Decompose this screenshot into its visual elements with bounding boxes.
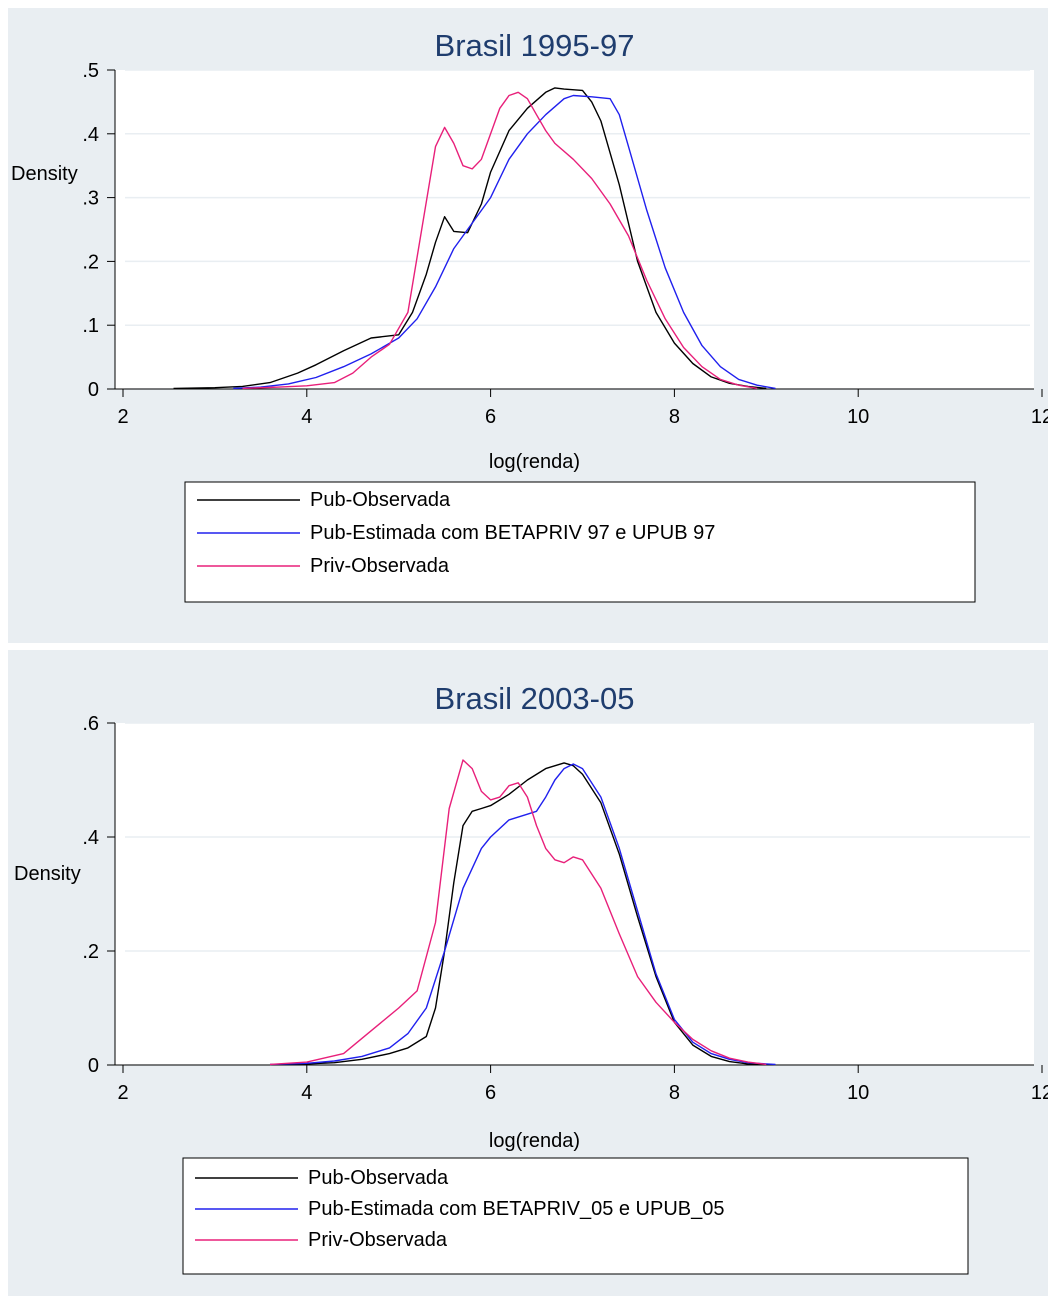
chart-title: Brasil 2003-05 — [435, 681, 635, 716]
y-axis-label: Density — [11, 163, 78, 185]
y-tick-label: .6 — [82, 713, 99, 735]
x-tick-label: 10 — [847, 406, 869, 428]
plot-area — [115, 70, 1034, 389]
y-tick-label: .4 — [82, 124, 99, 146]
series-line-2 — [269, 763, 776, 1066]
chart-panel-2003-05: Brasil 2003-05 0 .2 .4 .6 2 4 6 8 10 12 log(renda) D… — [8, 650, 1048, 1296]
x-axis-label: log(renda) — [489, 451, 580, 473]
x-tick-label: 12 — [1031, 1082, 1048, 1104]
legend-entry-label: Pub-Estimada com BETAPRIV_05 e UPUB_05 — [308, 1198, 724, 1220]
series-line-3 — [242, 91, 758, 390]
y-tick-label: 0 — [88, 379, 99, 401]
x-tick-label: 4 — [301, 406, 312, 428]
x-tick-label: 6 — [485, 1082, 496, 1104]
legend-box — [182, 1157, 969, 1275]
x-tick-label: 8 — [669, 406, 680, 428]
y-tick-label: .2 — [82, 251, 99, 273]
x-tick-label: 12 — [1031, 406, 1048, 428]
y-tick-label: .3 — [82, 188, 99, 210]
legend-box — [184, 481, 976, 603]
x-tick-label: 6 — [485, 406, 496, 428]
series-line-1 — [173, 87, 767, 390]
y-tick-label: .2 — [82, 941, 99, 963]
density-chart-2003-05: Brasil 2003-05 0 .2 .4 .6 2 4 6 8 10 12 log(renda) D… — [14, 681, 1048, 1275]
legend-entry-label: Priv-Observada — [310, 555, 450, 577]
y-axis-label: Density — [14, 863, 81, 885]
y-tick-label: 0 — [88, 1055, 99, 1077]
chart-panel-1995-97: Brasil 1995-97 0 .1 .2 .3 .4 .5 2 4 6 8 10 12 log(ren… — [8, 8, 1048, 643]
x-tick-label: 2 — [117, 406, 128, 428]
x-tick-label: 2 — [117, 1082, 128, 1104]
plot-area — [115, 723, 1034, 1065]
series-line-3 — [269, 759, 767, 1066]
series-line-2 — [233, 94, 776, 390]
x-axis-label: log(renda) — [489, 1130, 580, 1152]
x-tick-label: 8 — [669, 1082, 680, 1104]
legend-entry-label: Pub-Observada — [310, 489, 451, 511]
x-tick-label: 4 — [301, 1082, 312, 1104]
y-tick-label: .5 — [82, 60, 99, 82]
y-tick-label: .4 — [82, 827, 99, 849]
chart-title: Brasil 1995-97 — [435, 28, 635, 63]
x-tick-label: 10 — [847, 1082, 869, 1104]
legend-entry-label: Priv-Observada — [308, 1229, 448, 1251]
y-tick-label: .1 — [82, 315, 99, 337]
legend-entry-label: Pub-Estimada com BETAPRIV 97 e UPUB 97 — [310, 522, 715, 544]
density-chart-1995-97: Brasil 1995-97 0 .1 .2 .3 .4 .5 2 4 6 8 10 12 log(ren… — [11, 28, 1048, 603]
legend-entry-label: Pub-Observada — [308, 1167, 449, 1189]
